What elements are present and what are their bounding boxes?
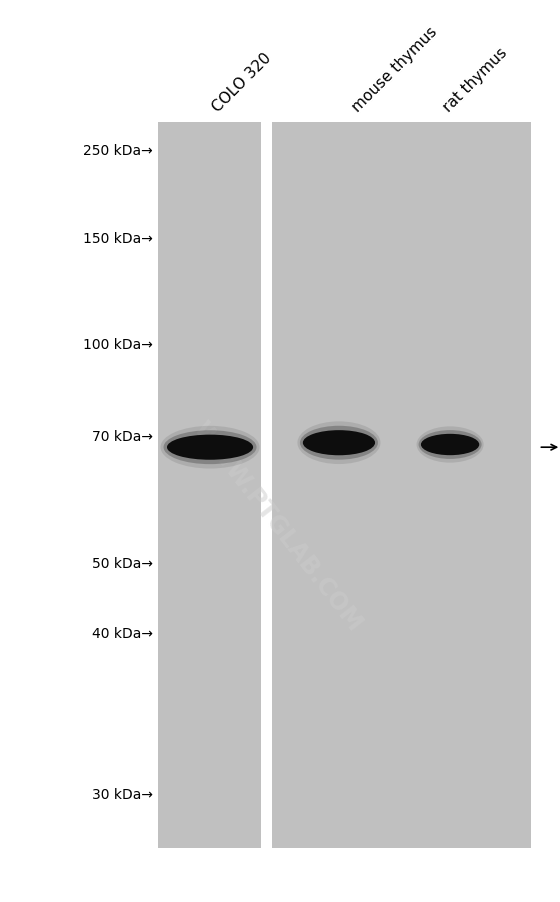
- Ellipse shape: [421, 435, 479, 456]
- Ellipse shape: [300, 427, 378, 460]
- Text: 250 kDa→: 250 kDa→: [83, 144, 153, 158]
- Text: 30 kDa→: 30 kDa→: [92, 787, 153, 802]
- Ellipse shape: [303, 430, 375, 456]
- Ellipse shape: [418, 430, 482, 459]
- Text: 50 kDa→: 50 kDa→: [92, 557, 153, 570]
- Text: 70 kDa→: 70 kDa→: [92, 429, 153, 443]
- Ellipse shape: [167, 435, 253, 460]
- Ellipse shape: [297, 422, 380, 465]
- Text: COLO 320: COLO 320: [210, 51, 274, 115]
- Text: 40 kDa→: 40 kDa→: [92, 626, 153, 640]
- Text: mouse thymus: mouse thymus: [350, 24, 441, 115]
- Ellipse shape: [164, 431, 256, 465]
- Bar: [272, 123, 531, 848]
- Bar: [158, 123, 261, 848]
- Ellipse shape: [161, 427, 260, 469]
- Text: 150 kDa→: 150 kDa→: [83, 232, 153, 246]
- Ellipse shape: [417, 427, 484, 463]
- Text: 100 kDa→: 100 kDa→: [83, 337, 153, 352]
- Text: rat thymus: rat thymus: [440, 45, 510, 115]
- Text: WWW.PTGLAB.COM: WWW.PTGLAB.COM: [189, 417, 367, 635]
